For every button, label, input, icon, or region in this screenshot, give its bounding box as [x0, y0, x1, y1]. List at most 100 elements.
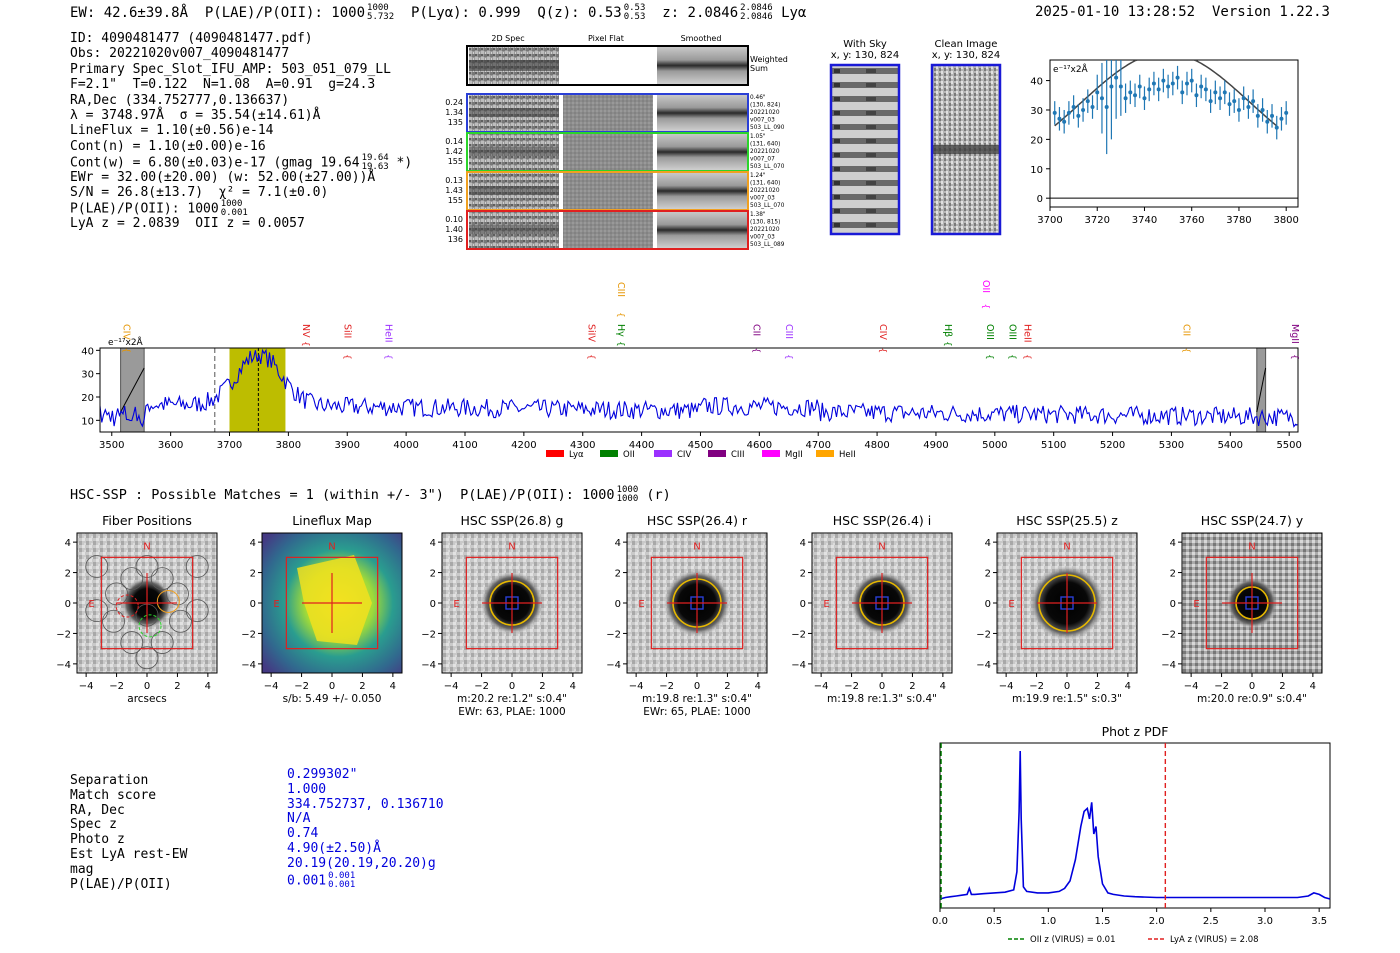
label-photo-z: Photo z: [70, 832, 125, 848]
timestamp: 2025-01-10 13:28:52: [1034, 4, 1196, 20]
fiber-smoothed: [657, 173, 747, 209]
line-id-bracket: {: [942, 341, 952, 347]
with-sky-frame: [829, 63, 901, 236]
fiber-left-label: 136: [448, 235, 463, 244]
zoom-xtick-label: 3800: [1273, 215, 1298, 226]
line-id-bracket: {: [1021, 354, 1031, 360]
label-spec-z: Spec z: [70, 817, 117, 833]
pdf-legend-oii: OII z (VIRUS) = 0.01: [1030, 935, 1116, 945]
fiber-right-label: 503_LL_089: [750, 242, 785, 248]
thumb-xtick-label: 0: [879, 681, 885, 692]
fiber-circle: [120, 631, 144, 654]
plae-header-hi: 1000: [367, 3, 389, 13]
spec-ytick-label: 40: [81, 346, 94, 357]
thumb-xtick-label: 0: [509, 681, 515, 692]
thumb-xtick-label: −4: [264, 681, 279, 692]
line-id-oii: OII {: [980, 280, 991, 309]
zoom-ytick-label: 0: [1037, 194, 1043, 205]
value-plae-text: 0.001: [287, 873, 327, 889]
zoom-data-point: [1265, 119, 1270, 124]
zoom-data-point: [1104, 105, 1109, 110]
thumb-xtick-label: −2: [109, 681, 124, 692]
spec-xtick-label: 4000: [393, 440, 418, 451]
zoom-data-point: [1232, 99, 1237, 104]
info-plae: P(LAE)/P(OII): 1000 1000 0.001: [70, 199, 412, 218]
zoom-ytick-label: 20: [1030, 135, 1043, 146]
clean-trace: [933, 145, 999, 154]
line-id-bracket: {: [615, 341, 625, 347]
thumb-caption2: EWr: 65, PLAE: 1000: [643, 706, 750, 718]
thumb-xtick-label: 4: [390, 681, 396, 692]
compass-north: N: [693, 541, 700, 552]
value-separation: 0.299302": [287, 767, 358, 782]
line-id-label: NV: [300, 324, 311, 338]
spec-xtick-label: 4800: [864, 440, 889, 451]
zoom-unit-label: e⁻¹⁷x2Å: [1053, 63, 1089, 75]
thumb-xtick-label: −2: [659, 681, 674, 692]
fiber-right-label: 0.46": [750, 95, 766, 101]
fiber-circle: [150, 631, 174, 654]
thumb-caption: m:20.0 re:0.9" s:0.4": [1197, 693, 1307, 705]
thumb-ytick-label: −2: [241, 629, 256, 640]
zoom-data-point: [1175, 75, 1180, 80]
legend-label: MgII: [785, 450, 803, 460]
pdf-axes-frame: [939, 742, 1331, 909]
thumb-xtick-label: 4: [1125, 681, 1131, 692]
spec-xtick-label: 4900: [923, 440, 948, 451]
fiber-circle: [102, 609, 125, 633]
spec-xtick-label: 4100: [452, 440, 477, 451]
zoom-data-point: [1062, 119, 1067, 124]
zoom-data-point: [1274, 125, 1279, 130]
info-contw-lo: 19.63: [361, 162, 389, 173]
legend-swatch: [816, 450, 834, 457]
line-id-bracket: {: [984, 354, 994, 360]
thumb-title: HSC SSP(26.4) i: [833, 513, 931, 528]
line-id-label: SiII: [341, 324, 352, 338]
zoom-data-point: [1052, 110, 1057, 115]
compass-north: N: [878, 541, 885, 552]
thumb-ytick-label: −2: [606, 629, 621, 640]
line-id-bracket: {: [1007, 354, 1017, 360]
col-2d-spec: 2D Spec: [491, 34, 524, 43]
pdf-xtick-label: 2.5: [1203, 916, 1219, 927]
spec-xtick-label: 4300: [570, 440, 595, 451]
label-mag: mag: [70, 861, 94, 877]
thumb-xtick-label: −2: [474, 681, 489, 692]
zoom-data-point: [1170, 81, 1175, 86]
spec-ytick-label: 30: [81, 370, 94, 381]
weighted-flat: [559, 47, 656, 84]
thumb-ytick-label: −2: [791, 629, 806, 640]
line-id-hβ: Hβ {: [942, 324, 953, 347]
compass-east: E: [453, 599, 459, 610]
value-match-score: 1.000: [287, 781, 327, 797]
z-frac: 2.0846 2.0846: [740, 4, 773, 22]
line-id-label: CIII: [783, 324, 794, 339]
value-plae-hi: 0.001: [328, 870, 356, 881]
thumb-xtick-label: 0: [694, 681, 700, 692]
zoom-data-point: [1251, 99, 1256, 104]
line-id-label: CII: [751, 324, 762, 336]
spec-xtick-label: 4700: [805, 440, 830, 451]
compass-east: E: [1193, 599, 1199, 610]
info-primary: Primary Spec_Slot_IFU_AMP: 503_051_079_L…: [70, 61, 391, 77]
line-id-nv: NV {: [300, 324, 311, 347]
info-lyaz: LyA z = 2.0839 OII z = 0.0057: [70, 215, 305, 231]
zoom-data-point: [1099, 96, 1104, 101]
fiber-circle-green: [138, 614, 162, 638]
line-id-civ: CIV {: [877, 324, 888, 353]
info-contw: Cont(w) = 6.80(±0.03)e-17 (gmag 19.64 19.…: [70, 154, 412, 173]
fiber-circle: [85, 599, 109, 623]
fiber-smoothed: [657, 134, 747, 170]
info-contn: Cont(n) = 1.10(±0.00)e-16: [70, 138, 266, 154]
info-plae-hi: 1000: [220, 199, 243, 210]
plya-value: P(Lyα): 0.999: [410, 5, 521, 21]
qz-hi: 0.53: [623, 3, 646, 13]
thumb-xtick-label: 2: [1094, 681, 1100, 692]
line-id-oiii: OIII {: [984, 324, 995, 360]
match-values: 0.299302" 1.000 334.752737, 0.136710 N/A…: [287, 767, 444, 889]
legend-swatch: [708, 450, 726, 457]
line-id-mgii: MgII {: [1289, 324, 1300, 360]
fiber-left-label: 155: [448, 157, 463, 166]
